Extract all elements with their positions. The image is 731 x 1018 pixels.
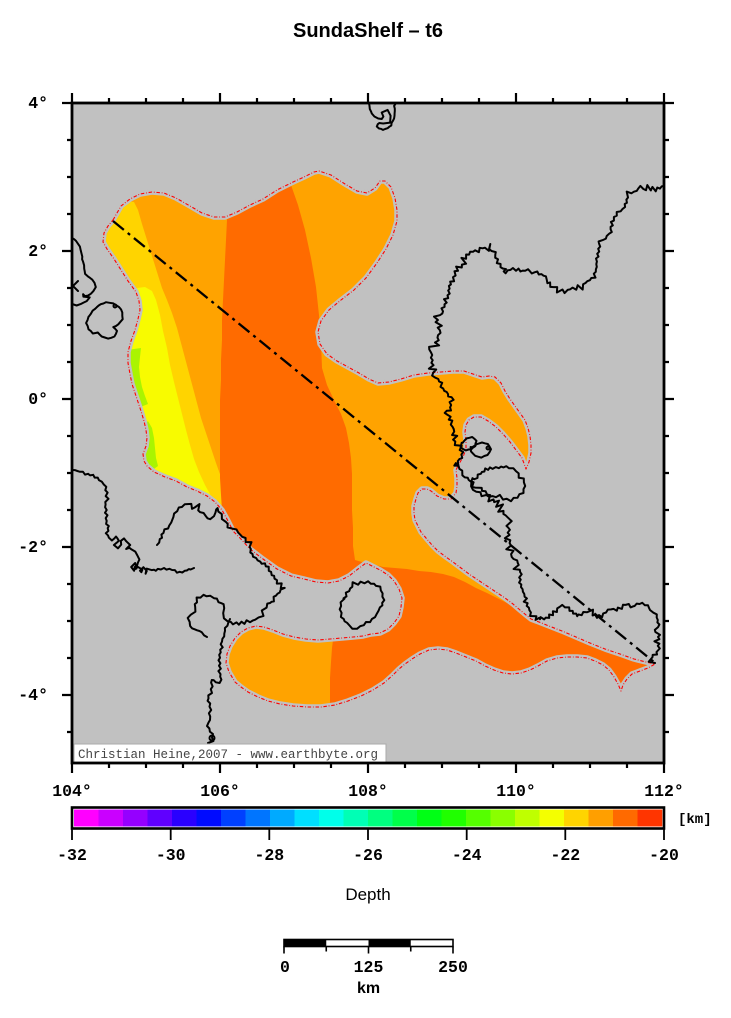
svg-text:2°: 2° xyxy=(28,242,48,261)
svg-text:-28: -28 xyxy=(254,846,284,865)
svg-text:110°: 110° xyxy=(496,782,536,801)
svg-text:112°: 112° xyxy=(644,782,684,801)
svg-text:km: km xyxy=(357,980,380,997)
svg-text:125: 125 xyxy=(354,958,384,977)
svg-text:104°: 104° xyxy=(52,782,92,801)
svg-text:Depth: Depth xyxy=(345,885,390,904)
svg-text:0: 0 xyxy=(280,958,290,977)
svg-text:SundaShelf – t6: SundaShelf – t6 xyxy=(293,20,443,42)
svg-text:108°: 108° xyxy=(348,782,388,801)
svg-text:-4°: -4° xyxy=(18,686,48,705)
svg-text:-22: -22 xyxy=(550,846,580,865)
svg-text:-26: -26 xyxy=(353,846,383,865)
svg-text:-24: -24 xyxy=(452,846,482,865)
svg-text:Christian Heine,2007 - www.ear: Christian Heine,2007 - www.earthbyte.org xyxy=(78,748,378,762)
svg-text:4°: 4° xyxy=(28,94,48,113)
svg-text:[km]: [km] xyxy=(678,812,712,828)
svg-text:-32: -32 xyxy=(57,846,87,865)
svg-text:-20: -20 xyxy=(649,846,679,865)
svg-text:106°: 106° xyxy=(200,782,240,801)
svg-text:0°: 0° xyxy=(28,390,48,409)
svg-text:-30: -30 xyxy=(156,846,186,865)
svg-text:250: 250 xyxy=(438,958,468,977)
svg-text:-2°: -2° xyxy=(18,538,48,557)
